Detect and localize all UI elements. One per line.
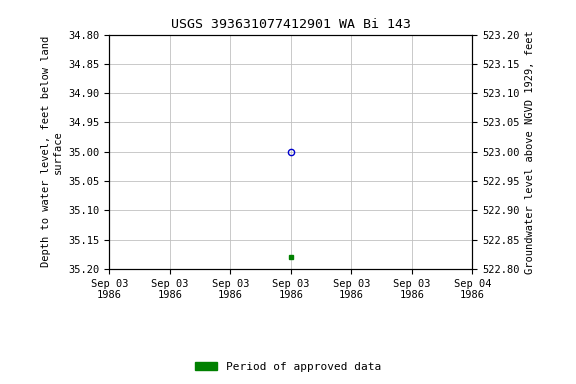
Title: USGS 393631077412901 WA Bi 143: USGS 393631077412901 WA Bi 143 <box>171 18 411 31</box>
Legend: Period of approved data: Period of approved data <box>191 358 385 377</box>
Y-axis label: Groundwater level above NGVD 1929, feet: Groundwater level above NGVD 1929, feet <box>525 30 535 273</box>
Y-axis label: Depth to water level, feet below land
surface: Depth to water level, feet below land su… <box>41 36 63 267</box>
